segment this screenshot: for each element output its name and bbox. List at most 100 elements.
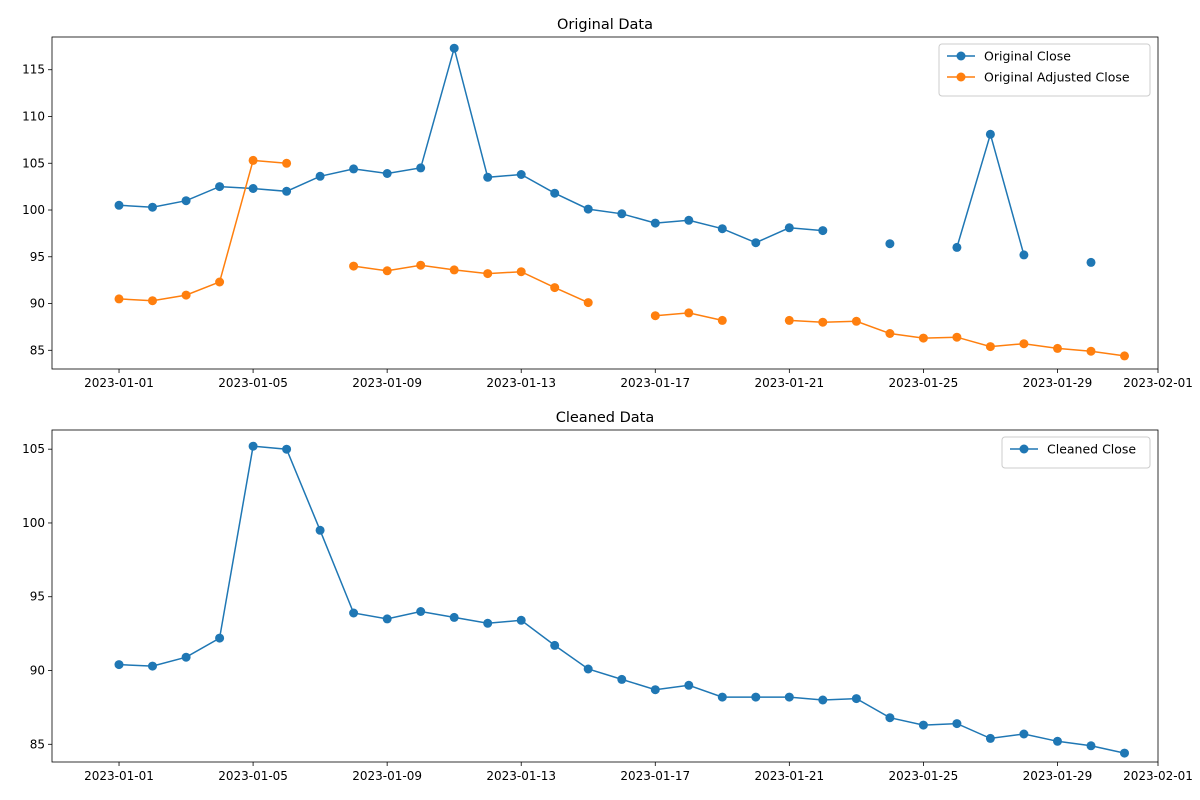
data-point (148, 661, 157, 671)
legend: Original Close Original Adjusted Close (938, 43, 1151, 97)
data-point (248, 184, 258, 193)
series-1 (114, 441, 1129, 758)
data-point (449, 612, 459, 622)
data-point (684, 680, 694, 690)
legend: Cleaned Close (1001, 436, 1151, 469)
x-tick-label: 2023-02-01 (1123, 376, 1193, 390)
data-point (382, 266, 392, 276)
data-point (985, 129, 995, 139)
data-point (717, 224, 727, 234)
data-point (382, 614, 392, 624)
data-point (985, 342, 995, 352)
data-point (650, 218, 660, 228)
x-tick-label: 2023-01-17 (620, 769, 690, 783)
data-point (516, 267, 526, 277)
data-point (1019, 729, 1029, 739)
data-point (483, 172, 493, 182)
data-point (784, 692, 794, 702)
y-tick-label: 90 (30, 664, 45, 678)
data-point (717, 692, 727, 702)
series-2 (114, 155, 1129, 361)
legend-marker (956, 51, 966, 61)
legend-label: Cleaned Close (1047, 442, 1136, 457)
data-point (1120, 748, 1129, 758)
series-line (118, 45, 823, 244)
data-point (918, 333, 928, 343)
data-point (617, 674, 627, 684)
data-point (885, 239, 895, 249)
data-point (449, 265, 459, 275)
x-tick-label: 2023-01-17 (620, 376, 690, 390)
series-line (118, 445, 1125, 754)
data-point (215, 277, 225, 287)
x-tick-label: 2023-01-29 (1023, 376, 1093, 390)
data-point (985, 733, 995, 743)
data-point (885, 713, 895, 723)
data-point (952, 332, 962, 342)
data-point (1019, 250, 1029, 260)
data-point (550, 188, 560, 198)
legend-label: Original Adjusted Close (984, 70, 1130, 85)
series-line (353, 264, 589, 304)
data-point (617, 209, 627, 219)
data-point (248, 155, 258, 165)
x-tick-label: 2023-01-09 (352, 769, 422, 783)
plot-frame (51, 36, 1159, 370)
data-point (818, 695, 828, 705)
legend-box (1001, 436, 1151, 469)
data-point (583, 298, 593, 308)
y-tick-label: 90 (30, 297, 45, 311)
y-tick-label: 95 (30, 250, 45, 264)
x-tick-label: 2023-01-21 (754, 769, 824, 783)
data-point (650, 685, 660, 695)
x-tick-label: 2023-01-05 (218, 769, 288, 783)
data-point (751, 238, 761, 248)
data-point (181, 290, 191, 300)
data-point (1086, 741, 1096, 751)
x-tick-label: 2023-01-21 (754, 376, 824, 390)
x-tick-label: 2023-01-05 (218, 376, 288, 390)
y-tick-label: 105 (22, 156, 45, 170)
data-point (918, 720, 928, 730)
legend-marker (1019, 444, 1029, 454)
data-point (1086, 257, 1096, 267)
chart-title: Original Data (557, 17, 653, 33)
plot-frame (51, 429, 1159, 763)
legend-marker (956, 72, 966, 82)
data-point (416, 163, 426, 173)
data-point (851, 694, 861, 704)
data-point (315, 171, 325, 181)
data-point (215, 182, 225, 192)
data-point (818, 317, 828, 327)
x-tick-label: 2023-01-01 (84, 376, 154, 390)
data-point (1086, 346, 1096, 356)
data-point (751, 692, 761, 702)
data-point (114, 200, 124, 210)
data-point (717, 315, 727, 325)
chart-panel-2: Cleaned Data 2023-01-01 2023-01-05 2023-01-… (22, 410, 1193, 783)
data-point (114, 294, 124, 304)
data-point (1019, 339, 1029, 349)
y-tick-label: 100 (22, 516, 45, 530)
data-point (784, 223, 794, 233)
data-point (449, 43, 459, 53)
x-tick-label: 2023-01-25 (889, 769, 959, 783)
x-tick-label: 2023-02-01 (1123, 769, 1193, 783)
data-point (148, 202, 157, 212)
data-point (818, 226, 828, 236)
data-point (684, 308, 694, 318)
x-tick-label: 2023-01-13 (486, 376, 556, 390)
data-point (416, 260, 426, 270)
series-1 (114, 43, 1096, 267)
legend-label: Original Close (984, 49, 1071, 64)
x-tick-label: 2023-01-13 (486, 769, 556, 783)
legend-box (938, 43, 1151, 97)
y-tick-label: 100 (22, 203, 45, 217)
data-point (215, 633, 225, 643)
y-tick-label: 85 (30, 343, 45, 357)
data-point (315, 525, 325, 535)
data-point (148, 296, 157, 306)
data-point (1053, 343, 1062, 353)
data-point (650, 311, 660, 321)
